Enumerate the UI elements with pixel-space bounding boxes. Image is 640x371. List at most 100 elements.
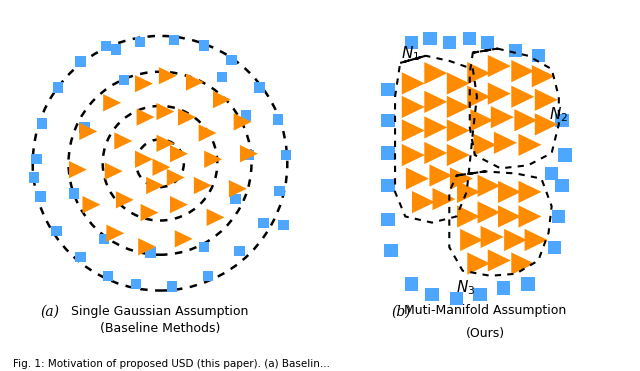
Bar: [53, 82, 63, 93]
Polygon shape: [488, 249, 511, 272]
Bar: [556, 179, 568, 193]
Polygon shape: [467, 62, 490, 84]
Bar: [135, 37, 145, 47]
Polygon shape: [402, 144, 425, 166]
Polygon shape: [175, 230, 193, 247]
Polygon shape: [474, 134, 497, 156]
Polygon shape: [424, 142, 447, 164]
Text: Fig. 1: Motivation of proposed USD (this paper). (a) Baselin...: Fig. 1: Motivation of proposed USD (this…: [13, 359, 330, 369]
Bar: [381, 114, 394, 127]
Polygon shape: [69, 161, 87, 178]
Bar: [31, 154, 42, 164]
Polygon shape: [457, 205, 480, 227]
Polygon shape: [167, 169, 185, 186]
Polygon shape: [79, 123, 97, 140]
Polygon shape: [106, 224, 124, 242]
Bar: [545, 167, 558, 180]
Bar: [481, 36, 494, 49]
Polygon shape: [402, 119, 425, 142]
Polygon shape: [460, 229, 483, 251]
Bar: [450, 292, 463, 305]
Polygon shape: [470, 109, 493, 131]
Text: (Baseline Methods): (Baseline Methods): [100, 322, 220, 335]
Text: (a): (a): [41, 305, 60, 319]
Bar: [522, 278, 535, 290]
Bar: [29, 173, 40, 183]
Polygon shape: [447, 72, 470, 95]
Text: Single Gaussian Assumption: Single Gaussian Assumption: [71, 305, 249, 318]
Bar: [79, 122, 90, 132]
Text: $N_2$: $N_2$: [548, 106, 568, 124]
Polygon shape: [511, 252, 534, 275]
Bar: [244, 150, 254, 160]
Text: $N_1$: $N_1$: [401, 44, 420, 63]
Polygon shape: [532, 65, 555, 88]
Bar: [443, 36, 456, 49]
Bar: [37, 118, 47, 129]
Polygon shape: [194, 177, 212, 194]
Text: (Ours): (Ours): [465, 327, 505, 340]
Polygon shape: [498, 181, 521, 203]
Bar: [131, 279, 141, 289]
Polygon shape: [234, 113, 252, 131]
Polygon shape: [116, 191, 134, 209]
Bar: [100, 41, 111, 52]
Text: (b): (b): [391, 305, 411, 318]
Bar: [259, 218, 269, 228]
Polygon shape: [156, 103, 174, 120]
Polygon shape: [518, 205, 541, 227]
Polygon shape: [146, 177, 164, 194]
Bar: [274, 186, 285, 196]
Polygon shape: [498, 205, 521, 227]
Polygon shape: [467, 86, 490, 108]
Bar: [381, 146, 394, 160]
Bar: [381, 83, 394, 96]
Bar: [463, 32, 476, 45]
Polygon shape: [518, 181, 541, 203]
Polygon shape: [481, 226, 504, 248]
Bar: [423, 32, 436, 45]
Bar: [230, 194, 241, 204]
Polygon shape: [159, 67, 177, 84]
Polygon shape: [477, 175, 500, 197]
Bar: [198, 242, 209, 252]
Bar: [241, 110, 251, 121]
Polygon shape: [424, 62, 447, 84]
Polygon shape: [467, 252, 490, 275]
Bar: [552, 210, 566, 223]
Polygon shape: [178, 108, 196, 126]
Polygon shape: [170, 145, 188, 162]
Polygon shape: [207, 209, 225, 226]
Bar: [99, 234, 109, 244]
Bar: [404, 278, 418, 290]
Bar: [548, 240, 561, 254]
Bar: [76, 56, 86, 66]
Polygon shape: [135, 75, 153, 92]
Polygon shape: [511, 60, 534, 82]
Polygon shape: [412, 191, 435, 213]
Polygon shape: [229, 180, 247, 197]
Bar: [145, 247, 156, 257]
Bar: [254, 82, 264, 93]
Polygon shape: [115, 132, 132, 150]
Polygon shape: [198, 124, 216, 142]
Polygon shape: [457, 181, 480, 203]
Polygon shape: [213, 91, 231, 108]
Polygon shape: [477, 201, 500, 223]
Polygon shape: [135, 151, 153, 168]
Polygon shape: [525, 229, 548, 251]
Bar: [76, 252, 86, 262]
Polygon shape: [494, 132, 517, 154]
Bar: [532, 49, 545, 62]
Bar: [217, 72, 227, 82]
Bar: [111, 44, 122, 55]
Polygon shape: [170, 196, 188, 213]
Bar: [103, 271, 113, 281]
Bar: [474, 288, 486, 301]
Polygon shape: [515, 109, 538, 131]
Polygon shape: [429, 164, 452, 187]
Polygon shape: [402, 96, 425, 118]
Polygon shape: [518, 134, 541, 156]
Bar: [227, 55, 237, 65]
Polygon shape: [447, 144, 470, 166]
